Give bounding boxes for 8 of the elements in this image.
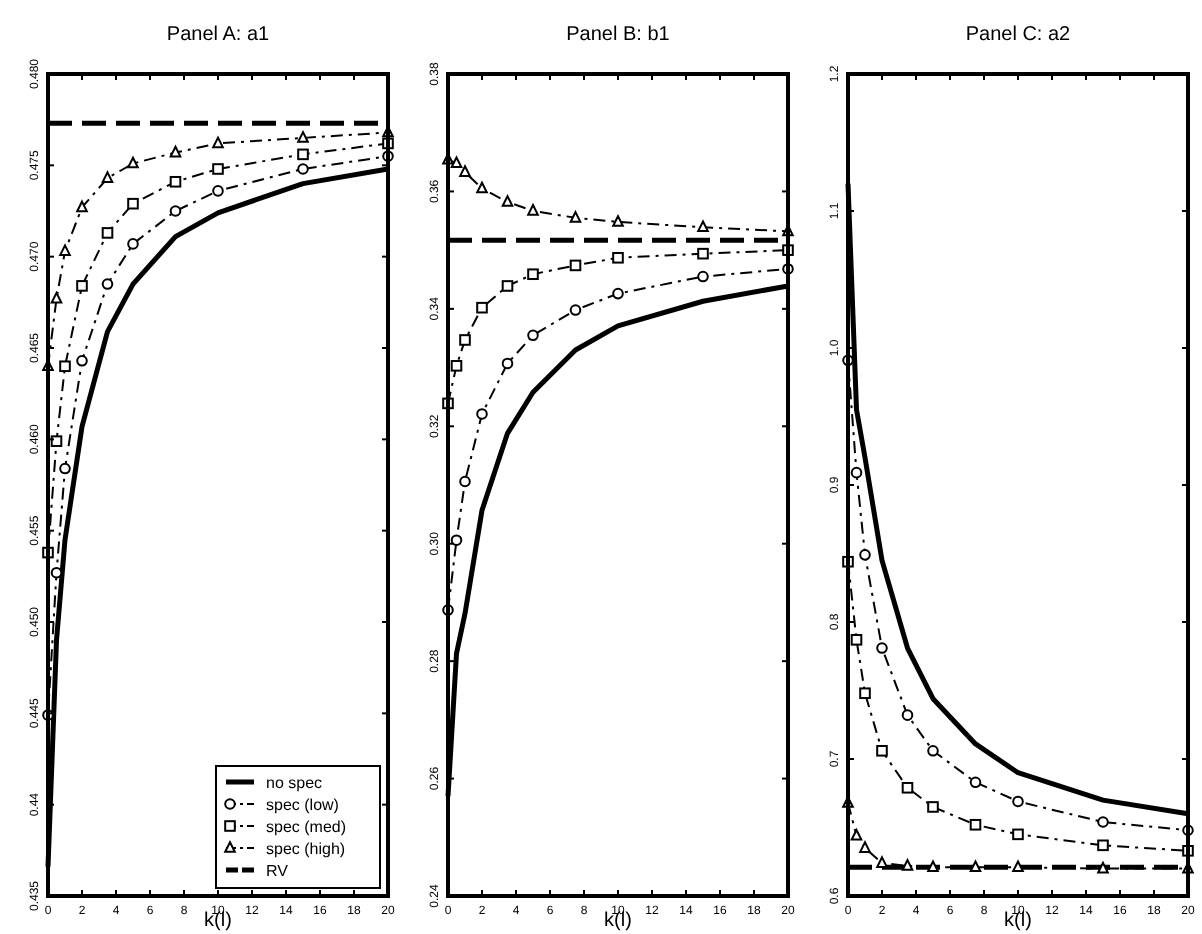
legend-label: RV: [266, 862, 290, 880]
legend-label: spec (low): [266, 796, 340, 814]
legend-label: spec (med): [266, 818, 347, 836]
chart-title: Panel C: a2: [965, 24, 1072, 46]
chart-title: Panel B: b1: [566, 24, 671, 46]
chart-title: Panel A: a1: [166, 24, 271, 46]
legend-label: spec (high): [266, 840, 346, 858]
legend-label: no spec: [266, 774, 323, 792]
